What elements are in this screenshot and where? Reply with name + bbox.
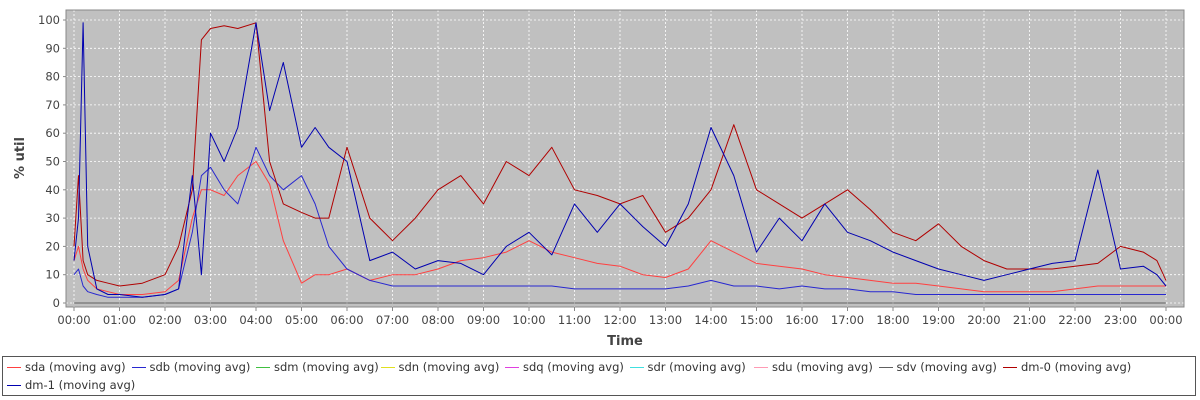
x-tick-label: 13:00 xyxy=(649,313,682,327)
y-tick-label: 0 xyxy=(53,296,60,310)
x-tick-label: 07:00 xyxy=(376,313,409,327)
legend-item-dm-0: dm-0 (moving avg) xyxy=(1003,360,1131,374)
legend-swatch xyxy=(131,366,146,368)
x-tick-label: 14:00 xyxy=(694,313,727,327)
legend-label: sdq (moving avg) xyxy=(523,360,624,374)
legend-swatch xyxy=(1003,366,1017,368)
legend-swatch xyxy=(505,366,519,368)
x-tick-label: 23:00 xyxy=(1104,313,1137,327)
legend-swatch xyxy=(754,366,768,368)
x-tick-label: 09:00 xyxy=(467,313,500,327)
x-tick-label: 21:00 xyxy=(1013,313,1046,327)
legend-swatch xyxy=(7,384,21,386)
legend-item-sdm: sdm (moving avg) xyxy=(256,360,379,374)
x-tick-label: 02:00 xyxy=(148,313,181,327)
legend-label: sdu (moving avg) xyxy=(772,360,873,374)
series-line-dm-1 xyxy=(73,22,1167,298)
legend-swatch xyxy=(256,366,270,368)
x-tick-label: 08:00 xyxy=(421,313,454,327)
series-line-dm-0 xyxy=(73,22,1167,287)
series-line-sdb xyxy=(73,146,1166,298)
x-tick-label: 00:00 xyxy=(57,313,90,327)
plot-area xyxy=(66,10,1184,307)
legend-swatch xyxy=(380,366,395,368)
y-tick-label: 60 xyxy=(45,126,60,140)
y-tick-label: 40 xyxy=(45,183,60,197)
legend-item-sdv: sdv (moving avg) xyxy=(878,360,997,374)
grid-lines xyxy=(66,10,1184,307)
y-tick-label: 10 xyxy=(45,268,60,282)
y-tick-label: 30 xyxy=(45,211,60,225)
x-tick-label: 17:00 xyxy=(831,313,864,327)
y-tick-label: 100 xyxy=(38,13,60,27)
series-lines xyxy=(73,22,1167,304)
x-tick-label: 22:00 xyxy=(1058,313,1091,327)
line-chart: 0 10 20 30 40 50 60 70 80 90 100 00:00 01:00 02:00 03… xyxy=(13,9,1185,349)
x-tick-label: 19:00 xyxy=(922,313,955,327)
legend-label: dm-1 (moving avg) xyxy=(25,378,136,392)
legend-label: dm-0 (moving avg) xyxy=(1021,360,1132,374)
legend-label: sdn (moving avg) xyxy=(398,360,500,374)
legend-label: sdb (moving avg) xyxy=(149,360,251,374)
y-tick-label: 90 xyxy=(45,41,60,55)
legend-item-sda: sda (moving avg) xyxy=(7,360,126,374)
x-tick-label: 18:00 xyxy=(876,313,909,327)
x-tick-label: 00:00 xyxy=(1149,313,1182,327)
y-tick-label: 20 xyxy=(45,239,60,253)
x-axis-title: Time xyxy=(607,334,643,349)
y-axis-title: % util xyxy=(13,137,28,179)
series-line-sda xyxy=(73,161,1166,295)
y-tick-label: 80 xyxy=(45,70,60,84)
legend-label: sdr (moving avg) xyxy=(647,360,746,374)
legend-swatch xyxy=(7,366,21,368)
legend-item-sdq: sdq (moving avg) xyxy=(505,360,624,374)
legend-swatch xyxy=(629,366,644,368)
legend-item-sdn: sdn (moving avg) xyxy=(380,360,500,374)
x-tick-label: 20:00 xyxy=(967,313,1000,327)
legend-label: sdv (moving avg) xyxy=(896,360,997,374)
x-tick-label: 15:00 xyxy=(740,313,773,327)
x-tick-label: 04:00 xyxy=(239,313,272,327)
plot-border xyxy=(65,9,1185,308)
y-tick-label: 50 xyxy=(45,155,60,169)
legend-item-sdr: sdr (moving avg) xyxy=(629,360,746,374)
y-axis-ticks: 0 10 20 30 40 50 60 70 80 90 100 xyxy=(38,13,66,310)
x-tick-label: 11:00 xyxy=(558,313,591,327)
x-tick-label: 05:00 xyxy=(285,313,318,327)
x-tick-label: 01:00 xyxy=(103,313,136,327)
x-tick-label: 10:00 xyxy=(512,313,545,327)
legend-item-sdu: sdu (moving avg) xyxy=(754,360,873,374)
x-tick-label: 12:00 xyxy=(603,313,636,327)
chart-legend: sda (moving avg) sdb (moving avg) sdm (mov… xyxy=(2,356,1196,396)
legend-label: sdm (moving avg) xyxy=(274,360,379,374)
x-tick-label: 06:00 xyxy=(330,313,363,327)
legend-item-sdb: sdb (moving avg) xyxy=(131,360,251,374)
legend-label: sda (moving avg) xyxy=(25,360,126,374)
x-axis-ticks: 00:00 01:00 02:00 03:00 04:00 05:00 06:00 07:00… xyxy=(57,307,1183,327)
x-tick-label: 03:00 xyxy=(194,313,227,327)
x-tick-label: 16:00 xyxy=(785,313,818,327)
y-tick-label: 70 xyxy=(45,98,60,112)
legend-swatch xyxy=(878,366,893,368)
legend-item-dm-1: dm-1 (moving avg) xyxy=(7,378,135,392)
